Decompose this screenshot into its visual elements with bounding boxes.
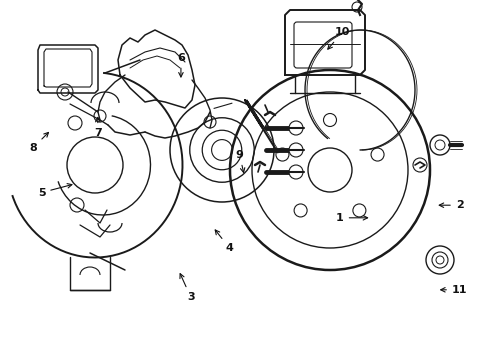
Text: 9: 9 xyxy=(235,150,244,172)
Text: 5: 5 xyxy=(38,184,72,198)
Text: 2: 2 xyxy=(438,200,463,210)
Text: 4: 4 xyxy=(215,230,233,253)
Circle shape xyxy=(288,121,303,135)
Text: 6: 6 xyxy=(177,53,184,77)
Text: 7: 7 xyxy=(94,117,102,138)
Circle shape xyxy=(288,165,303,179)
Circle shape xyxy=(288,143,303,157)
Text: 10: 10 xyxy=(327,27,349,49)
Text: 3: 3 xyxy=(180,274,194,302)
Text: 8: 8 xyxy=(29,132,48,153)
Text: 1: 1 xyxy=(335,213,367,223)
Text: 11: 11 xyxy=(440,285,467,295)
